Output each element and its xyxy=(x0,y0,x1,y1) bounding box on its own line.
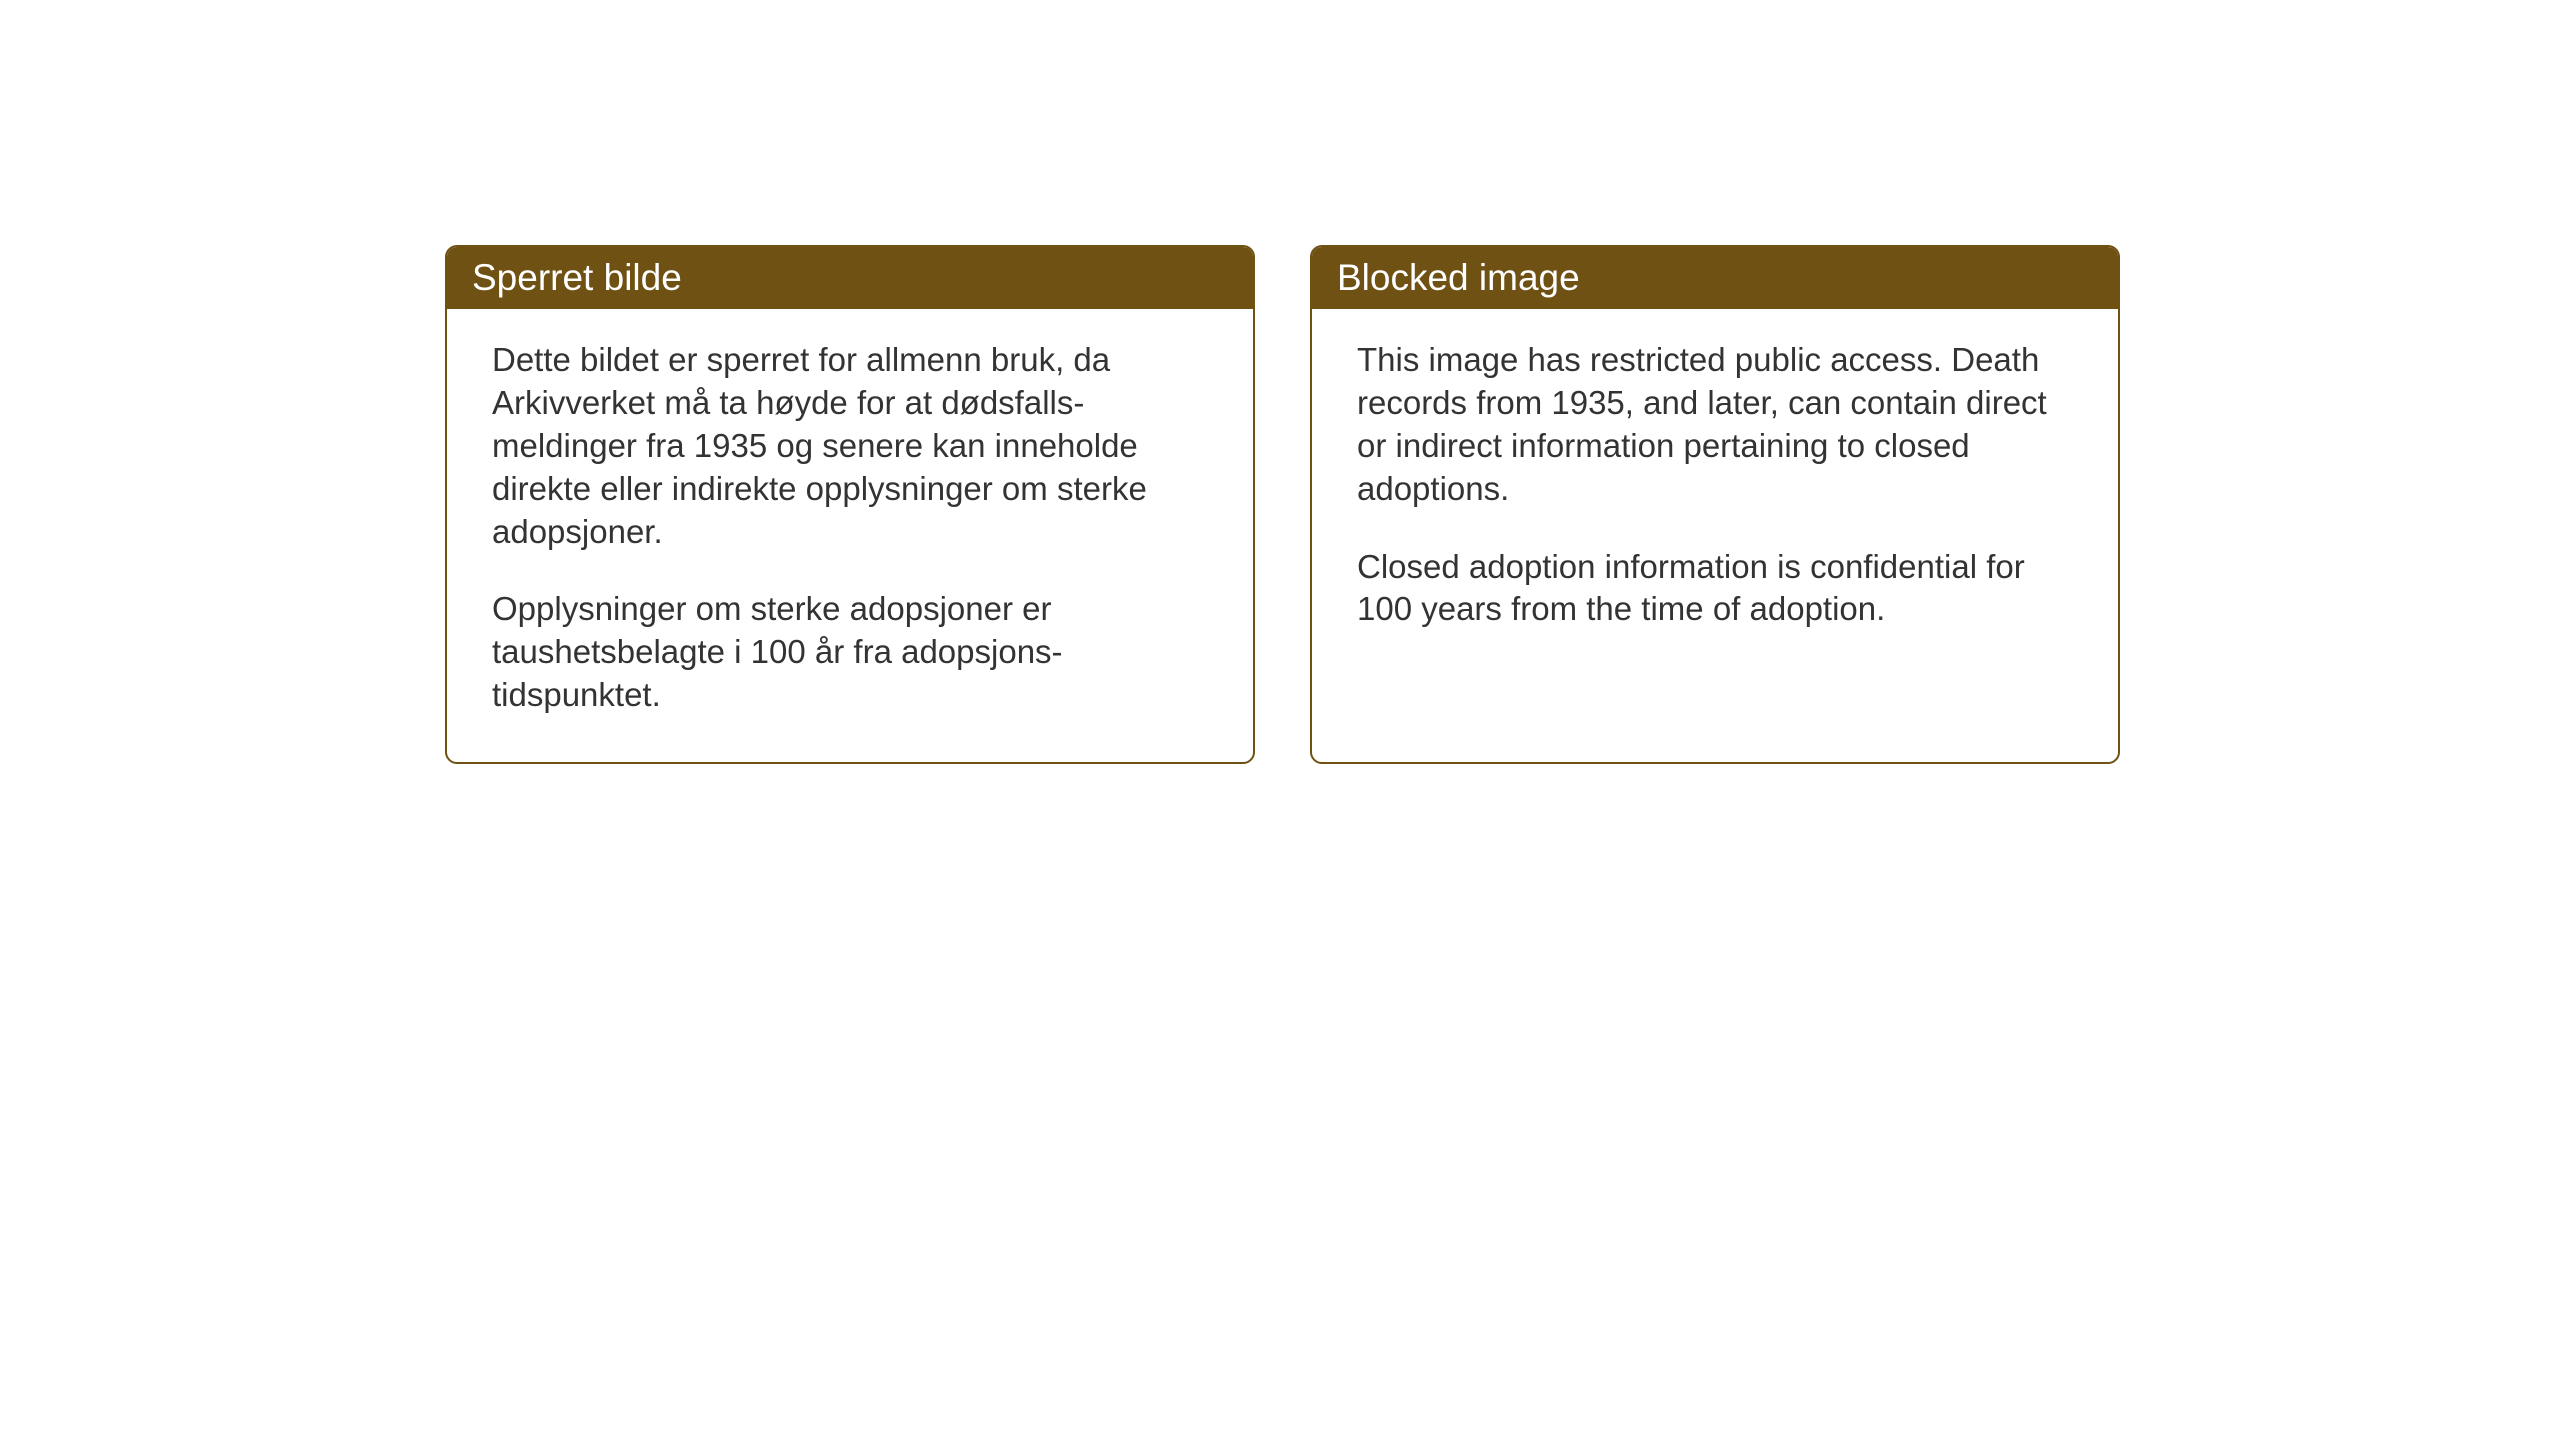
card-paragraph-2: Closed adoption information is confident… xyxy=(1357,546,2073,632)
card-title: Sperret bilde xyxy=(472,257,682,298)
card-body-english: This image has restricted public access.… xyxy=(1312,309,2118,676)
notice-card-norwegian: Sperret bilde Dette bildet er sperret fo… xyxy=(445,245,1255,764)
card-paragraph-1: This image has restricted public access.… xyxy=(1357,339,2073,511)
card-paragraph-1: Dette bildet er sperret for allmenn bruk… xyxy=(492,339,1208,553)
notice-card-english: Blocked image This image has restricted … xyxy=(1310,245,2120,764)
card-title: Blocked image xyxy=(1337,257,1580,298)
card-header-norwegian: Sperret bilde xyxy=(447,247,1253,309)
card-body-norwegian: Dette bildet er sperret for allmenn bruk… xyxy=(447,309,1253,762)
card-header-english: Blocked image xyxy=(1312,247,2118,309)
notice-container: Sperret bilde Dette bildet er sperret fo… xyxy=(445,245,2120,764)
card-paragraph-2: Opplysninger om sterke adopsjoner er tau… xyxy=(492,588,1208,717)
